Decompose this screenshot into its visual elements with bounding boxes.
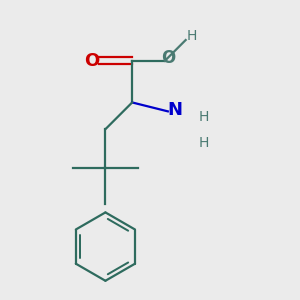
Text: H: H	[186, 28, 197, 43]
Text: O: O	[161, 49, 175, 67]
Text: O: O	[84, 52, 100, 70]
Text: N: N	[168, 101, 183, 119]
Text: H: H	[198, 110, 209, 124]
Text: H: H	[198, 136, 209, 150]
